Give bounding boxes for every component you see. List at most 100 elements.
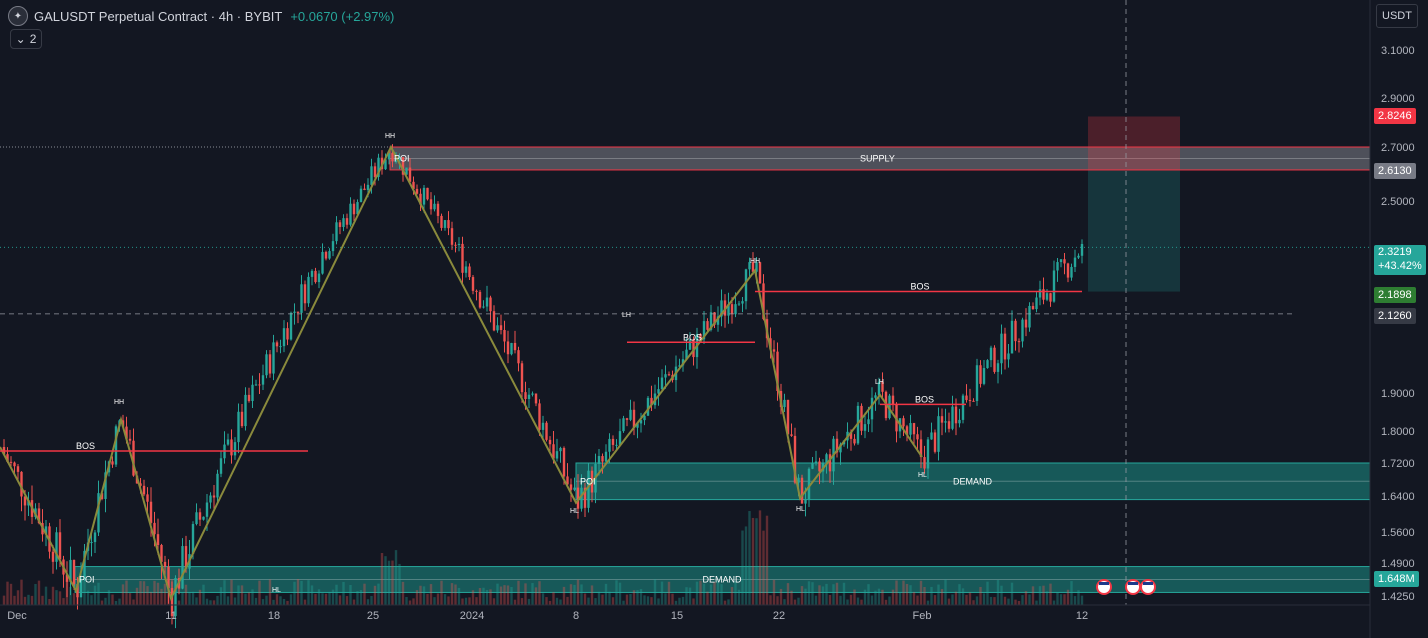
volume-bar xyxy=(93,585,97,605)
volume-bar xyxy=(1031,586,1035,605)
candle-body xyxy=(888,395,891,419)
volume-bar xyxy=(335,584,338,605)
volume-bar xyxy=(884,599,888,605)
symbol-title[interactable]: GALUSDT Perpetual Contract · 4h · BYBIT xyxy=(34,8,283,24)
position-reward-zone[interactable] xyxy=(1088,170,1180,292)
volume-bar xyxy=(328,591,331,605)
symbol-logo-icon: ✦ xyxy=(8,6,28,26)
volume-bar xyxy=(16,590,20,605)
volume-bar xyxy=(510,586,513,605)
candle-body xyxy=(156,534,160,545)
volume-bar xyxy=(832,584,835,605)
volume-bar xyxy=(436,593,440,605)
candle-body xyxy=(629,409,632,420)
bos-label: BOS xyxy=(911,282,930,292)
volume-bar xyxy=(982,593,986,605)
time-axis-tick: 15 xyxy=(671,610,683,622)
candle-body xyxy=(198,512,202,520)
volume-bar xyxy=(244,593,247,605)
volume-bar xyxy=(566,596,569,605)
volume-bar xyxy=(611,597,615,605)
volume-bar xyxy=(233,597,237,605)
position-risk-zone[interactable] xyxy=(1088,116,1180,171)
volume-bar xyxy=(258,580,261,605)
candle-body xyxy=(373,166,377,177)
candle-body xyxy=(100,493,104,499)
candle-body xyxy=(366,184,370,191)
volume-bar xyxy=(58,591,62,605)
volume-bar xyxy=(286,600,289,605)
candle-body xyxy=(244,394,247,427)
volume-bar xyxy=(688,587,692,605)
candle-body xyxy=(877,381,881,396)
price-axis-tick: 1.7200 xyxy=(1381,458,1415,470)
volume-bar xyxy=(527,598,531,605)
volume-bar xyxy=(636,590,639,605)
candle-body xyxy=(1056,262,1059,271)
candle-body xyxy=(961,395,965,420)
volume-bar xyxy=(401,581,405,605)
volume-bar xyxy=(905,583,909,605)
event-flag-icon[interactable] xyxy=(1096,579,1112,595)
candle-body xyxy=(279,346,282,348)
candle-body xyxy=(1031,305,1035,310)
chevron-down-icon: ⌄ xyxy=(15,32,26,46)
volume-bar xyxy=(261,599,265,605)
candle-body xyxy=(464,266,468,273)
volume-bar xyxy=(429,584,433,605)
candle-body xyxy=(996,363,1000,372)
event-flag-icon[interactable] xyxy=(1140,579,1156,595)
volume-bar xyxy=(559,599,562,605)
demand-mid-zone[interactable] xyxy=(575,462,1371,501)
candle-body xyxy=(930,432,933,440)
candle-body xyxy=(1024,319,1028,328)
volume-bar xyxy=(153,580,156,605)
volume-bar xyxy=(69,586,72,605)
price-tag: 2.3219 +43.42% xyxy=(1374,245,1426,275)
candle-body xyxy=(286,328,289,340)
volume-bar xyxy=(321,593,324,605)
candle-body xyxy=(874,395,877,398)
candle-body xyxy=(709,312,713,330)
swing-label: HH xyxy=(114,399,124,406)
candle-body xyxy=(790,434,793,436)
candle-body xyxy=(576,487,580,509)
indicators-toggle-button[interactable]: ⌄ 2 xyxy=(10,29,42,49)
volume-bar xyxy=(219,587,223,605)
candle-body xyxy=(804,499,807,504)
volume-bar xyxy=(678,597,681,605)
volume-bar xyxy=(55,590,58,605)
candle-body xyxy=(643,415,646,421)
candle-body xyxy=(132,440,135,476)
volume-bar xyxy=(506,585,510,605)
candle-body xyxy=(398,157,401,162)
candle-body xyxy=(867,419,870,425)
candle-body xyxy=(937,416,940,452)
candle-body xyxy=(387,153,391,160)
currency-button[interactable]: USDT xyxy=(1376,4,1418,28)
candle-body xyxy=(342,218,345,227)
volume-bar xyxy=(720,584,723,605)
candle-body xyxy=(839,444,842,453)
candle-body xyxy=(265,354,268,376)
volume-bar xyxy=(769,595,772,605)
volume-bar xyxy=(62,598,65,605)
volume-bar xyxy=(758,510,762,605)
candle-body xyxy=(835,438,839,453)
supply-poi-label: POI xyxy=(394,153,410,163)
candle-body xyxy=(226,439,230,445)
candle-body xyxy=(923,457,926,469)
candle-body xyxy=(965,395,968,401)
volume-bar xyxy=(601,594,604,605)
volume-bar xyxy=(835,582,839,605)
volume-bar xyxy=(457,587,461,605)
candle-body xyxy=(926,439,930,469)
candle-body xyxy=(205,502,209,517)
volume-bar xyxy=(317,589,321,605)
volume-bar xyxy=(706,591,709,605)
candle-body xyxy=(331,241,335,252)
event-flag-icon[interactable] xyxy=(1125,579,1141,595)
candle-body xyxy=(356,202,359,215)
volume-bar xyxy=(580,584,583,605)
